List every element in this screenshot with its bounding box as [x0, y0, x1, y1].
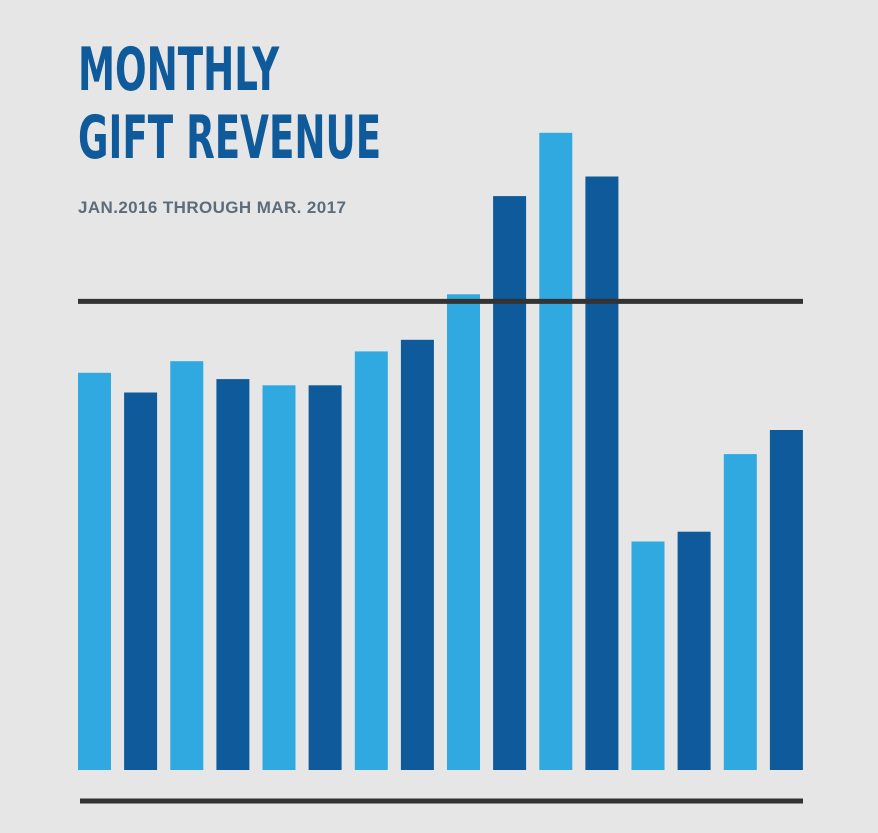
bar-7 — [354, 351, 388, 770]
chart-title-line-2: GIFT REVENUE — [78, 103, 382, 173]
bar-2 — [124, 392, 158, 770]
bar-10 — [493, 196, 527, 771]
bar-8 — [400, 339, 434, 770]
bar-16 — [769, 430, 803, 770]
bar-13 — [631, 541, 665, 770]
bar-4 — [216, 379, 250, 770]
bar-14 — [677, 531, 711, 770]
bar-group — [78, 132, 803, 771]
chart-title-line-1: MONTHLY — [78, 35, 280, 105]
bar-15 — [723, 454, 757, 770]
bar-12 — [585, 176, 619, 770]
bar-6 — [308, 385, 342, 770]
bar-3 — [170, 361, 204, 770]
chart-subtitle: JAN.2016 THROUGH MAR. 2017 — [78, 198, 347, 217]
bar-11 — [539, 132, 573, 771]
bar-1 — [78, 372, 111, 770]
chart-title: MONTHLY GIFT REVENUE — [78, 36, 381, 172]
bar-5 — [262, 385, 296, 770]
bar-9 — [447, 294, 480, 770]
